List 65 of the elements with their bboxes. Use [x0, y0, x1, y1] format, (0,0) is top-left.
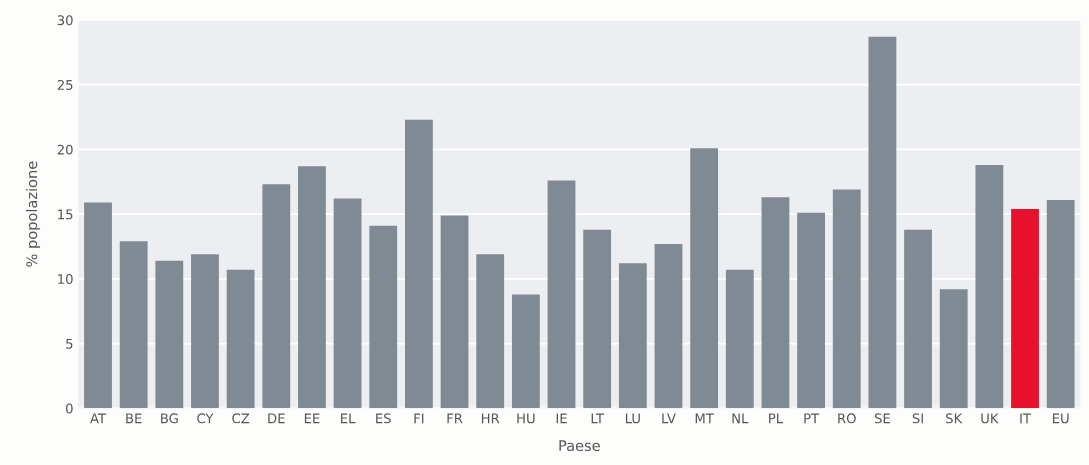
x-tick-label: SE: [874, 413, 890, 424]
bar: [191, 254, 219, 409]
bar: [797, 212, 825, 409]
x-tick-label: SK: [946, 413, 963, 424]
x-tick-label: HU: [517, 413, 535, 424]
bar: [618, 263, 647, 409]
y-axis-title: % popolazione: [25, 161, 41, 267]
y-tick-label: 10: [58, 274, 73, 285]
x-tick-label: IT: [1020, 413, 1032, 424]
x-tick-label: LT: [591, 413, 605, 424]
x-tick-label: FI: [414, 413, 424, 424]
x-tick-label: HR: [481, 413, 500, 424]
bar: [583, 229, 612, 409]
x-tick-label: CY: [197, 413, 214, 424]
bar: [155, 260, 184, 409]
bar: [298, 166, 326, 409]
bar: [975, 164, 1004, 409]
bar: [832, 189, 861, 409]
x-tick-label: RO: [838, 413, 856, 424]
x-tick-label: LV: [662, 413, 676, 424]
x-axis-title: Paese: [559, 440, 600, 452]
x-tick-label: CZ: [232, 413, 250, 424]
bar: [119, 241, 148, 409]
y-tick-label: 20: [57, 144, 73, 155]
x-tick-label: EU: [1052, 413, 1069, 424]
bar: [511, 294, 540, 409]
bar: [1046, 199, 1075, 409]
x-tick-label: PL: [769, 413, 784, 424]
x-tick-label: EE: [304, 413, 320, 424]
x-tick-label: SI: [912, 413, 923, 424]
bar: [761, 197, 790, 409]
bar: [725, 269, 754, 409]
x-tick-label: AT: [90, 413, 107, 424]
bar: [476, 254, 505, 409]
y-tick-label: 5: [66, 338, 73, 349]
y-tick-label: 30: [57, 15, 73, 26]
x-tick-label: IE: [556, 413, 567, 424]
x-tick-label: NL: [732, 413, 749, 424]
bar: [868, 36, 897, 409]
x-tick-label: ES: [376, 413, 391, 424]
bar: [1011, 208, 1039, 409]
bar: [547, 180, 576, 409]
x-tick-label: LU: [625, 413, 640, 424]
bar: [690, 148, 719, 409]
x-tick-label: BG: [161, 413, 178, 424]
x-tick-label: UK: [981, 413, 999, 424]
bar: [939, 289, 968, 409]
y-tick-label: 25: [57, 79, 73, 90]
bar: [405, 119, 433, 409]
bar: [84, 202, 112, 409]
bar: [654, 243, 683, 409]
x-tick-label: MT: [695, 413, 714, 424]
y-tick-label: 0: [66, 403, 73, 414]
bar: [904, 229, 932, 409]
bar: [333, 198, 362, 409]
x-tick-label: EL: [341, 413, 356, 424]
bar: [226, 269, 255, 409]
bar: [262, 184, 291, 409]
bar: [369, 225, 398, 409]
y-tick-label: 15: [58, 209, 73, 220]
x-tick-label: DE: [268, 413, 285, 424]
x-tick-label: FR: [447, 413, 463, 424]
x-tick-label: PT: [804, 413, 820, 424]
bar: [440, 215, 469, 409]
x-tick-label: BE: [126, 413, 142, 424]
